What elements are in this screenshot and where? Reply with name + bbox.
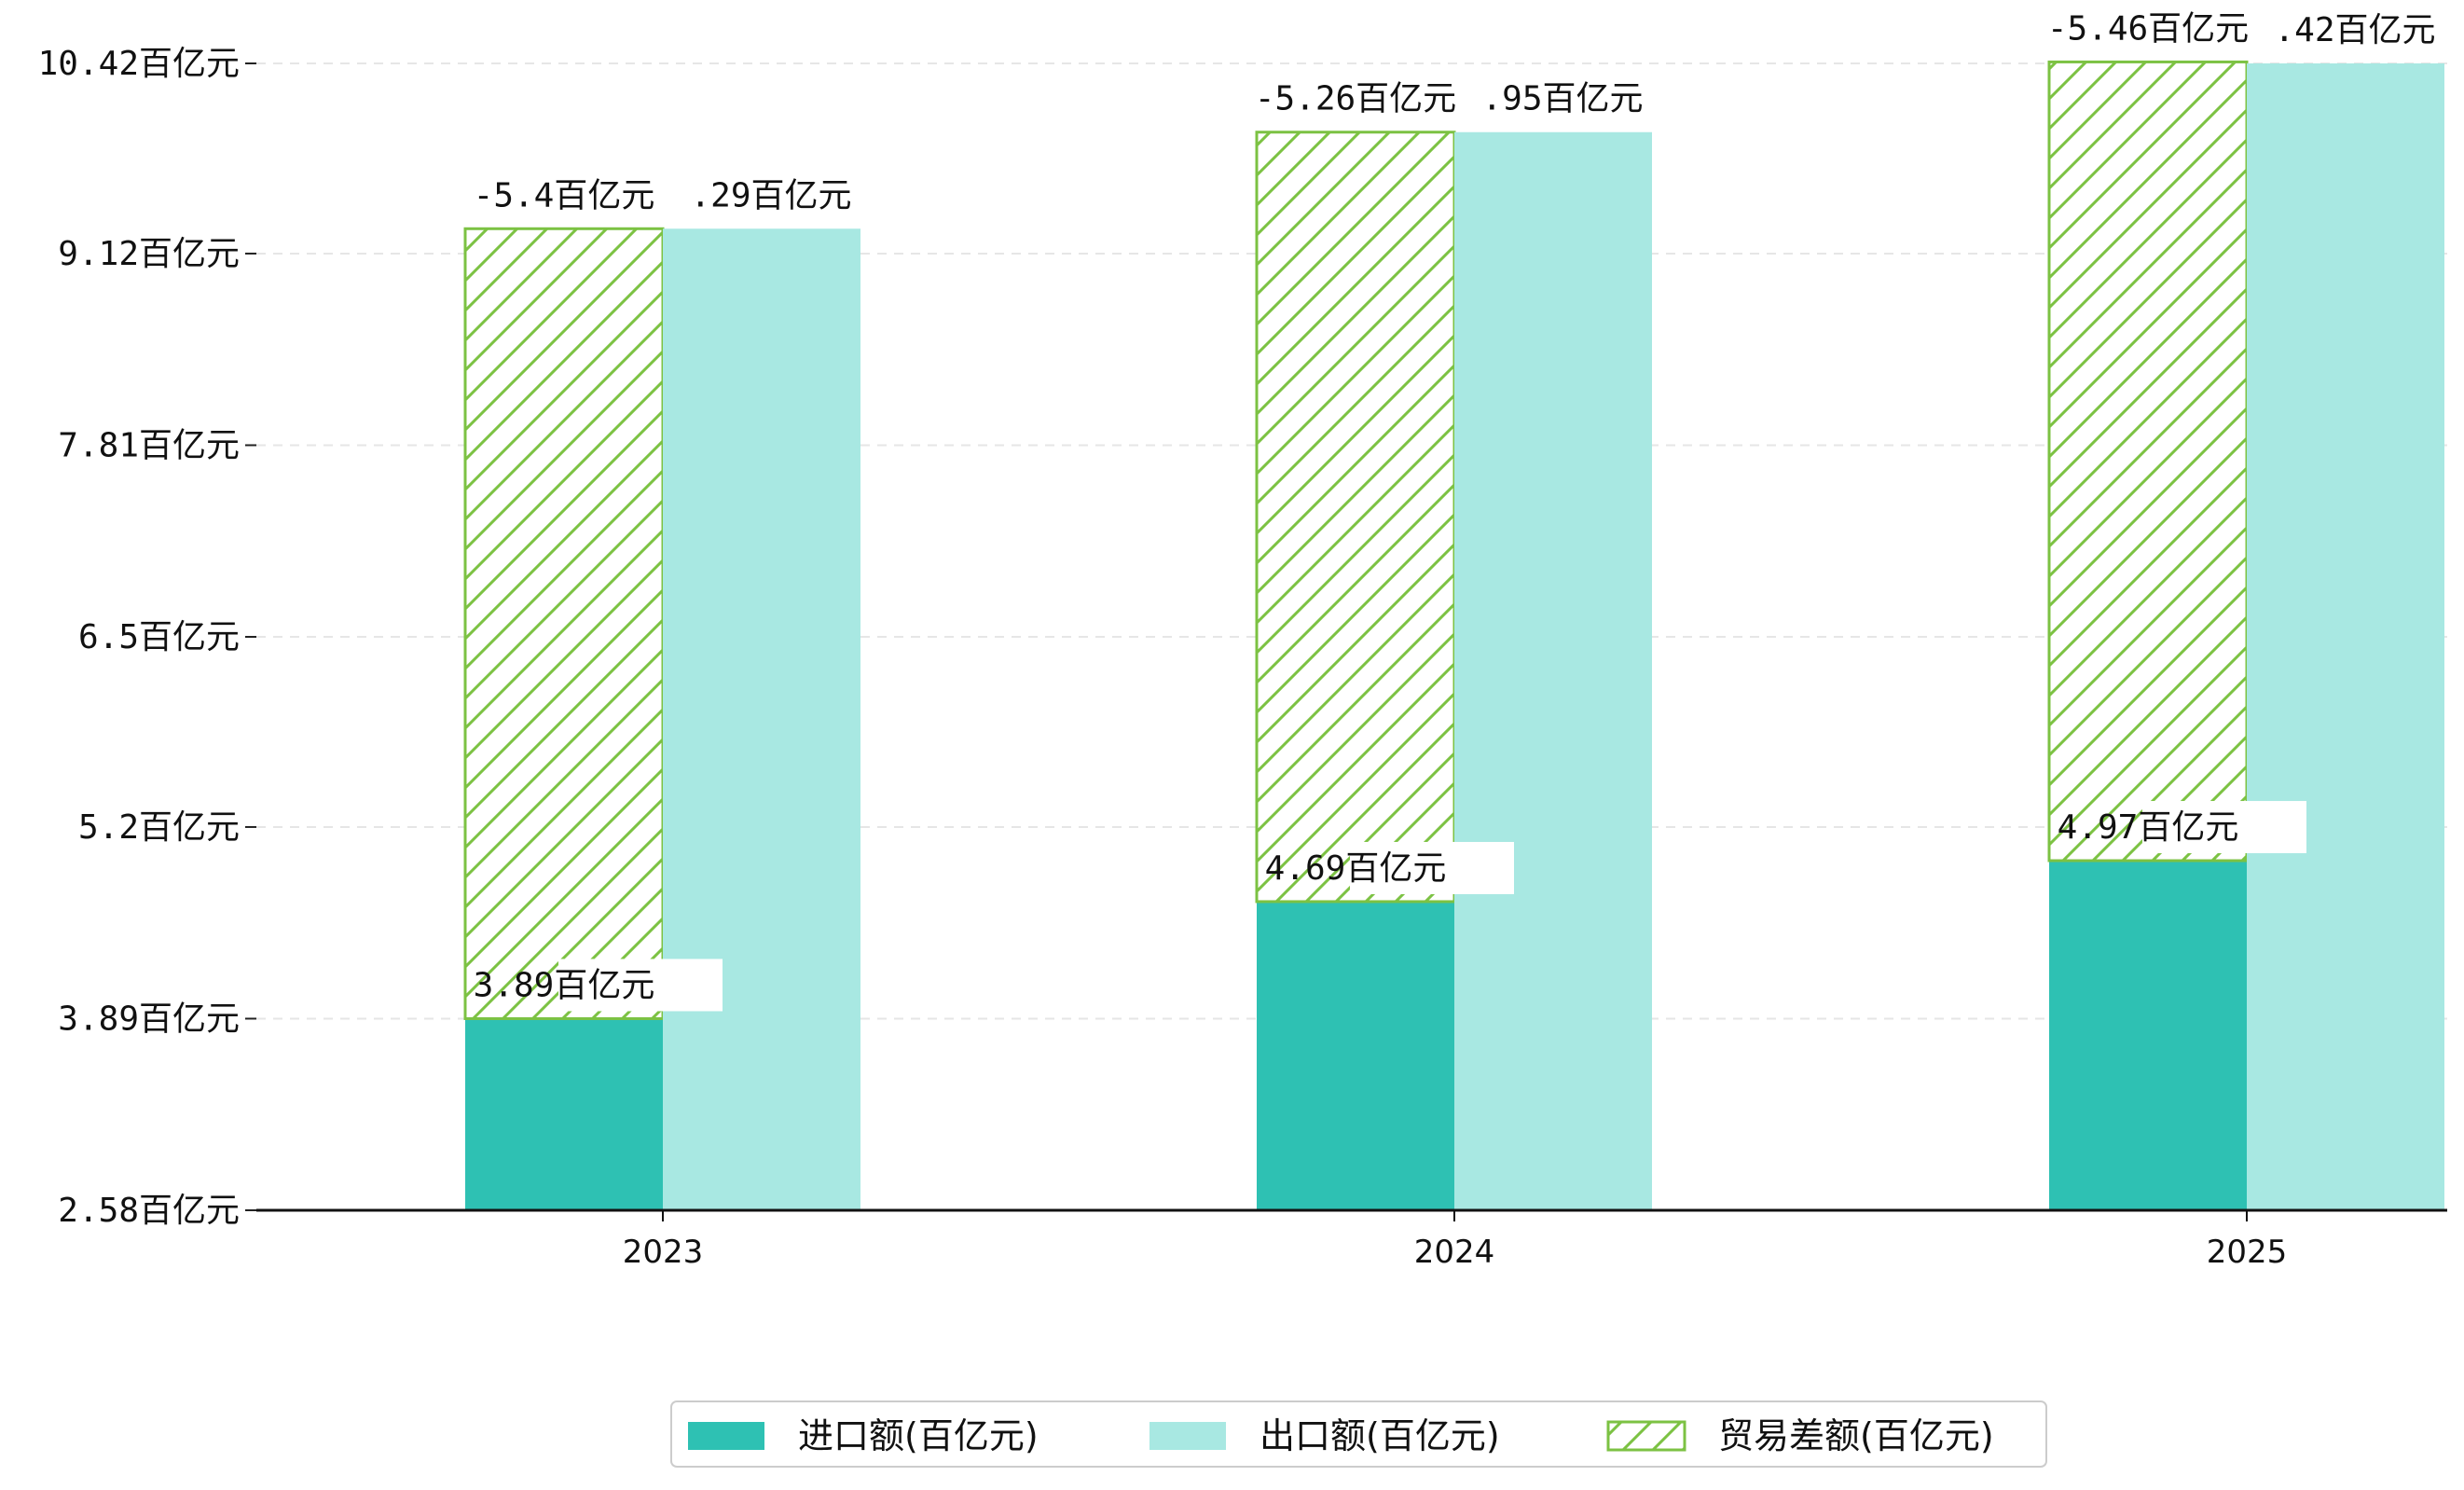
legend-frame <box>670 1400 2047 1468</box>
legend-swatch-2 <box>1606 1420 1686 1452</box>
data-label-export-2023-bg <box>765 169 909 222</box>
x-tick-label-2023: 2023 <box>623 1234 704 1271</box>
data-label-export-2024: .95百亿元 <box>1481 80 1643 118</box>
bar-export-2024 <box>1454 131 1652 1210</box>
y-tick-label: 3.89百亿元 <box>58 1000 240 1038</box>
y-tick-label: 2.58百亿元 <box>58 1192 240 1230</box>
bar-export-2023 <box>663 228 860 1210</box>
data-label-export-2025: .42百亿元 <box>2274 11 2435 49</box>
bar-balance-2023 <box>463 227 665 1020</box>
data-label-balance-2023: -5.4百亿元 <box>474 176 655 214</box>
legend-label-0: 进口额(百亿元) <box>798 1415 1039 1456</box>
data-label-balance-2023-bg <box>558 169 723 222</box>
legend-swatch-1 <box>1149 1422 1226 1450</box>
data-label-balance-2025-bg <box>2142 2 2327 55</box>
data-label-export-2024-group: .95百亿元 <box>1481 72 1700 125</box>
legend-swatch-0 <box>688 1422 764 1450</box>
bar-import-2025 <box>2049 861 2247 1210</box>
data-label-export-2025-bg <box>2349 4 2464 56</box>
legend: 进口额(百亿元) 出口额(百亿元) 贸易差额(百亿元) <box>670 1400 2047 1468</box>
data-label-export-2023: .29百亿元 <box>690 176 851 214</box>
data-label-balance-2024: -5.26百亿元 <box>1255 80 1456 118</box>
data-label-balance-2024-group: -5.26百亿元 <box>1255 72 1535 125</box>
data-labels-layer: 3.89百亿元 -5.4百亿元 .29百亿元 4.69百亿元 -5.26百亿元 .95百亿… <box>474 2 2464 1012</box>
data-label-balance-2025: -5.46百亿元 <box>2047 9 2249 48</box>
data-label-import-2023-bg <box>558 959 723 1012</box>
x-tick-label-2025: 2025 <box>2207 1234 2288 1271</box>
y-tick-label: 7.81百亿元 <box>58 426 240 464</box>
bar-export-2025 <box>2247 63 2444 1210</box>
data-label-import-2024-bg <box>1350 841 1514 894</box>
bars-layer <box>463 60 2444 1210</box>
x-tick-label-2024: 2024 <box>1414 1234 1495 1271</box>
legend-label-1: 出口额(百亿元) <box>1260 1415 1500 1456</box>
data-label-balance-2025-group: -5.46百亿元 <box>2047 2 2327 55</box>
bar-balance-2025 <box>2047 60 2249 862</box>
data-label-export-2023-group: .29百亿元 <box>690 169 909 222</box>
data-label-export-2024-bg <box>1557 72 1700 125</box>
legend-label-2: 贸易差额(百亿元) <box>1718 1415 1994 1456</box>
data-label-balance-2023-group: -5.4百亿元 <box>474 169 723 222</box>
bar-balance-2024 <box>1255 131 1456 904</box>
y-tick-label: 9.12百亿元 <box>58 235 240 273</box>
data-label-balance-2024-bg <box>1350 72 1535 125</box>
y-axis: 2.58百亿元 3.89百亿元 5.2百亿元 6.5百亿元 7.81百亿元 9.12百亿元… <box>38 45 256 1230</box>
data-label-import-2025-group: 4.97百亿元 <box>2058 801 2306 854</box>
y-tick-label: 10.42百亿元 <box>38 45 240 83</box>
bar-import-2023 <box>465 1018 663 1210</box>
data-label-import-2025-bg <box>2142 801 2306 854</box>
y-tick-label: 5.2百亿元 <box>78 808 240 847</box>
data-label-import-2023-group: 3.89百亿元 <box>474 959 723 1012</box>
data-label-import-2024: 4.69百亿元 <box>1265 849 1447 888</box>
data-label-import-2025: 4.97百亿元 <box>2058 808 2239 847</box>
bar-import-2024 <box>1257 901 1454 1210</box>
data-label-export-2025-group: .42百亿元 <box>2274 4 2464 56</box>
data-label-import-2023: 3.89百亿元 <box>474 966 655 1004</box>
y-tick-label: 6.5百亿元 <box>78 618 240 656</box>
data-label-import-2024-group: 4.69百亿元 <box>1265 841 1514 894</box>
x-axis: 2023 2024 2025 <box>256 1208 2447 1271</box>
